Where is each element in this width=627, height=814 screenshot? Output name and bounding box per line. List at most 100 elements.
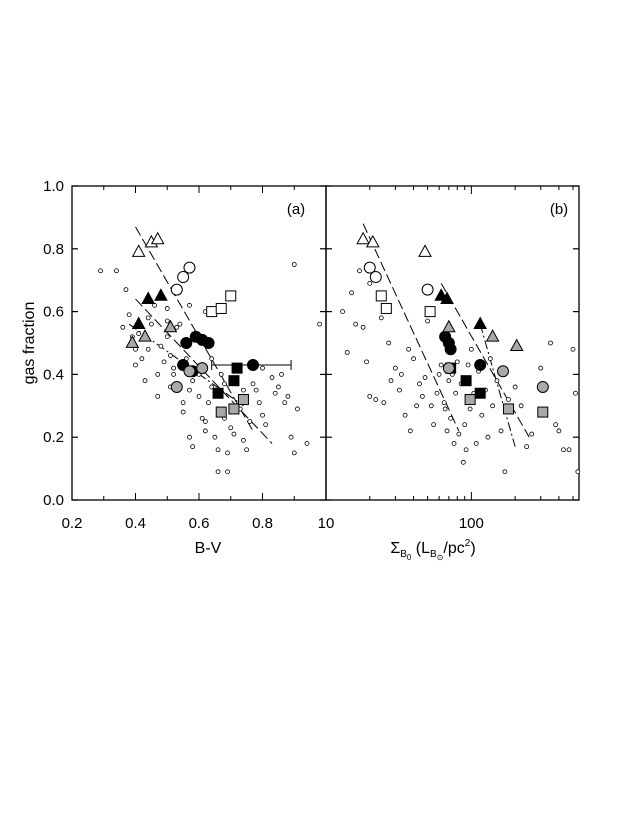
small-point: [494, 378, 500, 384]
y-tick-label: 0.8: [43, 241, 64, 258]
small-point: [436, 371, 442, 377]
small-point: [164, 318, 170, 324]
small-point: [538, 365, 544, 371]
small-point: [570, 346, 576, 352]
fit-line-1: [135, 226, 254, 432]
gray-square-marker: [502, 403, 514, 415]
xlabel-sigma: Σ: [390, 540, 400, 557]
open-circle-marker: [177, 271, 190, 284]
small-point: [463, 447, 469, 453]
panel-a-markers: [125, 231, 259, 418]
small-point: [187, 302, 192, 308]
xlabel-sup: 2: [465, 538, 471, 549]
panel-b-ticks: 10 100: [318, 185, 579, 532]
open-square-marker: [215, 302, 227, 314]
xlabel-sigma-sub: B: [400, 549, 407, 560]
gray-square-marker: [237, 394, 249, 406]
small-point: [485, 434, 491, 440]
panel-a-xlabel: B-V: [195, 540, 222, 557]
open-square-marker: [206, 306, 218, 318]
small-point: [196, 393, 202, 399]
small-point: [451, 441, 457, 446]
small-point: [241, 437, 246, 443]
small-point: [462, 422, 468, 428]
small-point: [367, 393, 373, 399]
panel-b-frame: [325, 185, 580, 501]
small-point: [190, 444, 196, 450]
small-point: [158, 343, 164, 349]
small-point: [441, 400, 447, 406]
small-point: [228, 425, 234, 431]
small-point: [187, 434, 192, 440]
black-square-marker: [231, 362, 243, 374]
small-point: [136, 331, 142, 336]
small-point: [360, 324, 366, 330]
small-point: [524, 444, 530, 450]
small-point: [126, 312, 132, 318]
small-point: [256, 400, 262, 406]
small-point: [353, 321, 359, 327]
fit-line-1: [362, 223, 460, 432]
small-point: [269, 375, 275, 380]
small-point: [171, 371, 177, 377]
small-point: [291, 262, 297, 267]
gray-triangle-marker: [163, 319, 178, 333]
small-point: [419, 393, 425, 399]
x-tick-label: 100: [459, 515, 484, 532]
open-triangle-marker: [356, 231, 370, 245]
small-point: [206, 400, 211, 406]
small-point: [279, 371, 284, 377]
small-point: [502, 469, 508, 475]
black-circle-marker: [246, 358, 259, 371]
small-point: [553, 422, 559, 428]
black-triangle-marker: [154, 288, 168, 301]
gray-triangle-marker: [138, 329, 152, 342]
small-point: [187, 387, 192, 393]
small-point: [397, 387, 402, 393]
gray-square-marker: [215, 406, 227, 418]
small-point: [548, 340, 553, 346]
open-square-marker: [375, 290, 387, 302]
panel-b-small-points: [340, 268, 581, 475]
panel-a-label: (a): [287, 201, 305, 218]
black-triangle-marker: [440, 291, 454, 304]
open-circle-marker: [369, 271, 382, 284]
small-point: [438, 362, 444, 368]
small-point: [460, 459, 466, 465]
small-point: [556, 428, 562, 434]
x-tick-label: 0.4: [125, 515, 146, 532]
small-point: [139, 356, 145, 362]
small-point: [431, 422, 437, 428]
black-square-marker: [460, 375, 472, 387]
small-point: [244, 447, 250, 453]
panel-b-markers: [356, 231, 549, 418]
small-point: [180, 409, 186, 415]
gray-circle-marker: [196, 362, 209, 375]
small-point: [406, 346, 412, 352]
small-point: [253, 387, 259, 393]
small-point: [446, 378, 452, 384]
small-point: [512, 384, 518, 390]
small-point: [285, 393, 291, 399]
small-point: [448, 415, 454, 421]
small-point: [407, 428, 413, 434]
small-point: [123, 287, 129, 293]
small-point: [487, 356, 493, 362]
small-point: [344, 350, 350, 355]
small-point: [417, 381, 422, 387]
small-point: [174, 324, 180, 330]
black-triangle-marker: [141, 291, 156, 304]
small-point: [225, 469, 230, 475]
small-point: [304, 441, 310, 446]
gray-square-marker: [228, 403, 240, 415]
small-point: [215, 447, 221, 453]
x-tick-label: 0.8: [252, 515, 273, 532]
small-point: [473, 441, 479, 446]
black-circle-marker: [474, 358, 487, 371]
small-point: [349, 290, 354, 296]
small-point: [381, 400, 387, 406]
small-point: [212, 434, 218, 440]
small-point: [145, 315, 151, 321]
gray-square-marker: [464, 394, 476, 406]
